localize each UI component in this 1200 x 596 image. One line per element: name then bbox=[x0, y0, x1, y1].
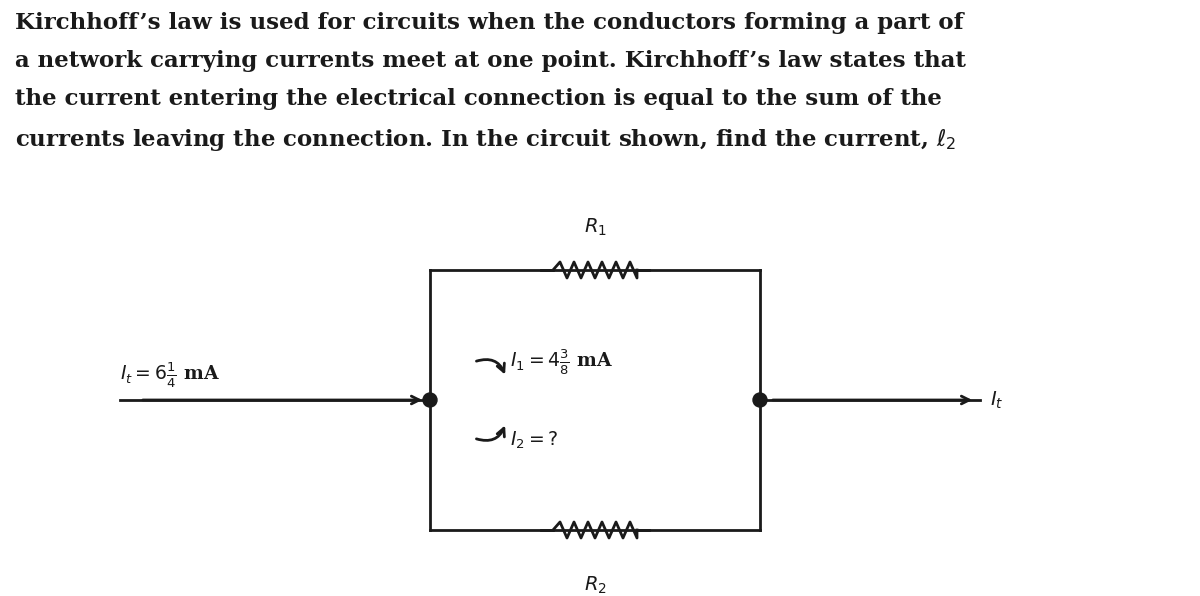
Text: $I_1 = 4\frac{3}{8}$ mA: $I_1 = 4\frac{3}{8}$ mA bbox=[510, 347, 613, 377]
Text: $I_t$: $I_t$ bbox=[990, 389, 1003, 411]
Text: $I_t = 6\frac{1}{4}$ mA: $I_t = 6\frac{1}{4}$ mA bbox=[120, 361, 220, 390]
Circle shape bbox=[754, 393, 767, 407]
Text: a network carrying currents meet at one point. Kirchhoff’s law states that: a network carrying currents meet at one … bbox=[14, 50, 966, 72]
Text: Kirchhoff’s law is used for circuits when the conductors forming a part of: Kirchhoff’s law is used for circuits whe… bbox=[14, 12, 964, 34]
Text: $R_1$: $R_1$ bbox=[583, 217, 606, 238]
Text: the current entering the electrical connection is equal to the sum of the: the current entering the electrical conn… bbox=[14, 88, 942, 110]
Text: $I_2 = ?$: $I_2 = ?$ bbox=[510, 429, 558, 451]
Text: $R_2$: $R_2$ bbox=[583, 575, 606, 596]
Circle shape bbox=[424, 393, 437, 407]
Text: currents leaving the connection. In the circuit shown, find the current, $\ell_2: currents leaving the connection. In the … bbox=[14, 126, 956, 153]
